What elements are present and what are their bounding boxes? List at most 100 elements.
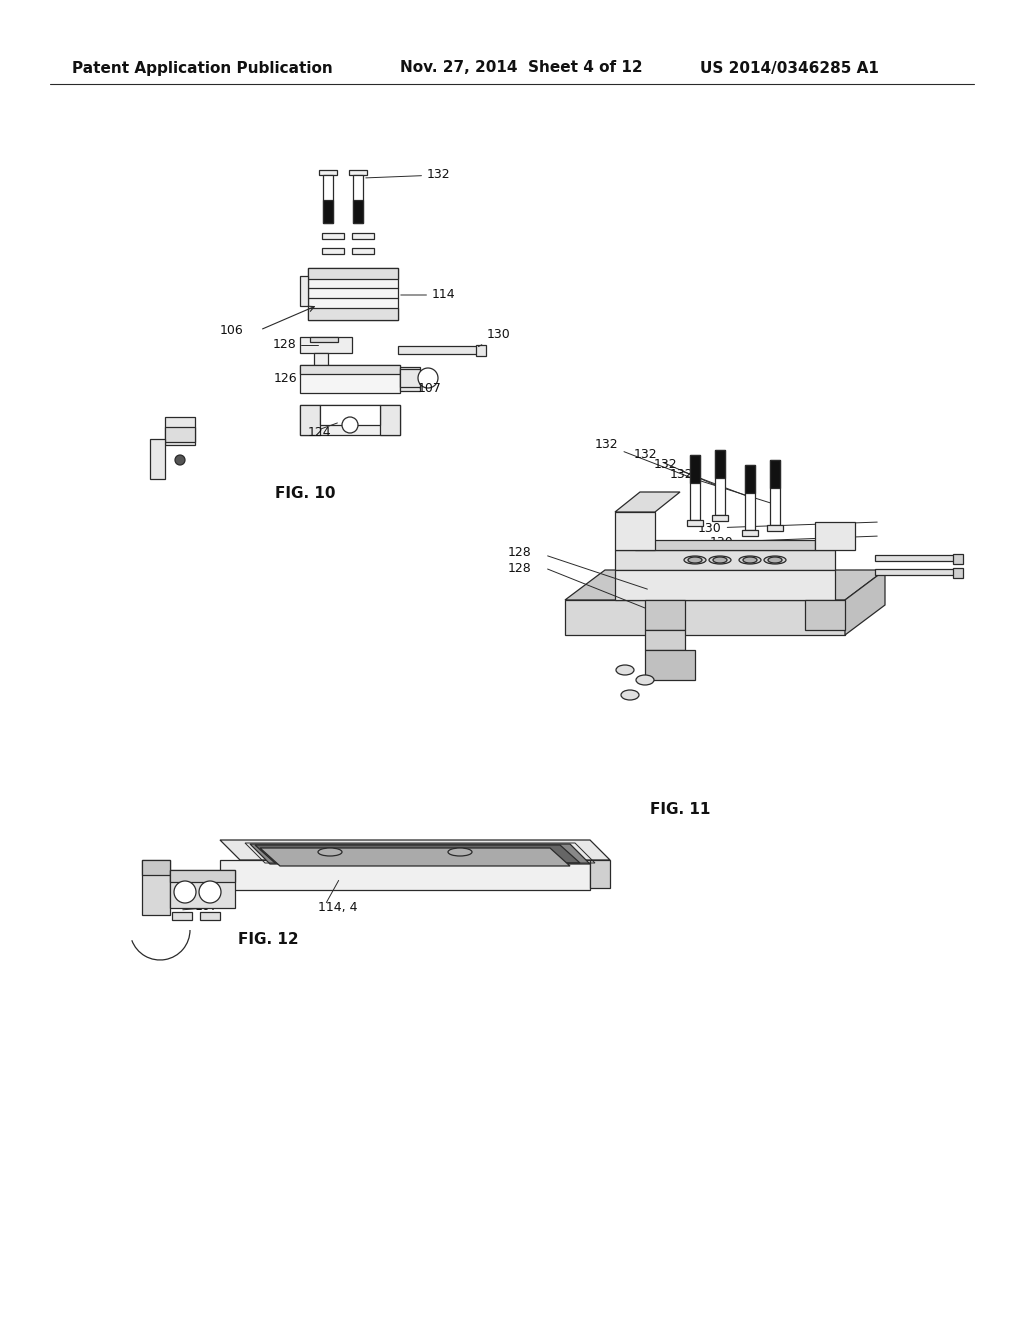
Bar (323, 176, 333, 223)
Bar (398, 346, 478, 354)
Bar (745, 465, 755, 492)
Bar (165, 426, 195, 442)
Bar (300, 276, 308, 306)
Ellipse shape (621, 690, 639, 700)
Ellipse shape (199, 880, 221, 903)
Polygon shape (815, 521, 855, 550)
Bar (308, 308, 398, 319)
Text: 106: 106 (145, 891, 169, 904)
Bar (170, 870, 234, 882)
Text: 128: 128 (508, 545, 531, 558)
Ellipse shape (174, 880, 196, 903)
Ellipse shape (713, 557, 727, 564)
Text: 106: 106 (220, 323, 244, 337)
Bar (687, 520, 703, 525)
Bar (476, 345, 486, 356)
Polygon shape (260, 847, 570, 866)
Bar (715, 450, 725, 515)
Text: 124: 124 (308, 425, 332, 438)
Text: 128: 128 (273, 338, 297, 351)
Ellipse shape (688, 557, 702, 564)
Bar (308, 268, 398, 319)
Bar (715, 450, 725, 478)
Bar (742, 531, 758, 536)
Text: Patent Application Publication: Patent Application Publication (72, 61, 333, 75)
Bar (690, 455, 700, 520)
Bar (300, 366, 400, 374)
Bar (319, 405, 380, 425)
Text: 132: 132 (595, 438, 694, 479)
Bar (165, 417, 195, 445)
Bar (172, 912, 193, 920)
Polygon shape (615, 570, 835, 601)
Ellipse shape (768, 557, 782, 564)
Text: 132: 132 (634, 449, 720, 487)
Ellipse shape (739, 556, 761, 564)
Polygon shape (565, 601, 845, 635)
Ellipse shape (418, 368, 438, 388)
Polygon shape (590, 861, 610, 888)
Polygon shape (255, 845, 580, 863)
Text: 107: 107 (418, 381, 442, 395)
Bar (400, 370, 420, 387)
Bar (353, 176, 362, 223)
Bar (770, 459, 780, 525)
Text: 114: 114 (400, 289, 456, 301)
Bar (300, 405, 319, 436)
Polygon shape (805, 601, 845, 630)
Bar (874, 554, 955, 561)
Bar (712, 515, 728, 521)
Bar (200, 912, 220, 920)
Polygon shape (635, 540, 815, 550)
Text: 130: 130 (710, 536, 878, 549)
Bar (323, 201, 333, 223)
Bar (745, 465, 755, 531)
Polygon shape (250, 843, 590, 865)
Polygon shape (615, 492, 680, 512)
Bar (322, 248, 344, 253)
Polygon shape (615, 550, 835, 570)
Polygon shape (645, 649, 695, 680)
Polygon shape (220, 861, 590, 890)
Ellipse shape (342, 417, 358, 433)
Bar (953, 554, 963, 564)
Ellipse shape (709, 556, 731, 564)
Ellipse shape (743, 557, 757, 564)
Bar (300, 337, 352, 352)
Text: 107: 107 (195, 900, 219, 913)
Text: 132: 132 (654, 458, 750, 498)
Bar (322, 234, 344, 239)
Text: US 2014/0346285 A1: US 2014/0346285 A1 (700, 61, 879, 75)
Bar (349, 170, 367, 176)
Text: 128: 128 (508, 561, 531, 574)
Polygon shape (220, 840, 610, 861)
Bar (300, 405, 400, 436)
Bar (310, 337, 338, 342)
Ellipse shape (616, 665, 634, 675)
Polygon shape (615, 512, 655, 550)
Bar (953, 568, 963, 578)
Text: 114, 4: 114, 4 (318, 902, 357, 915)
Bar (380, 405, 400, 436)
Text: 130: 130 (478, 329, 511, 347)
Bar (319, 170, 337, 176)
Text: 132: 132 (366, 169, 451, 181)
Bar (770, 459, 780, 488)
Polygon shape (645, 630, 685, 649)
Text: FIG. 10: FIG. 10 (274, 486, 335, 500)
Bar (400, 367, 420, 391)
Bar (353, 201, 362, 223)
Ellipse shape (764, 556, 786, 564)
Bar (308, 268, 398, 279)
Bar (142, 861, 170, 875)
Ellipse shape (684, 556, 706, 564)
Ellipse shape (449, 847, 472, 855)
Bar (690, 455, 700, 483)
Bar (352, 248, 374, 253)
Bar (142, 861, 170, 915)
Polygon shape (645, 601, 685, 630)
Polygon shape (845, 570, 885, 635)
Text: 132: 132 (670, 469, 774, 504)
Bar (300, 366, 400, 393)
Bar (874, 569, 955, 576)
